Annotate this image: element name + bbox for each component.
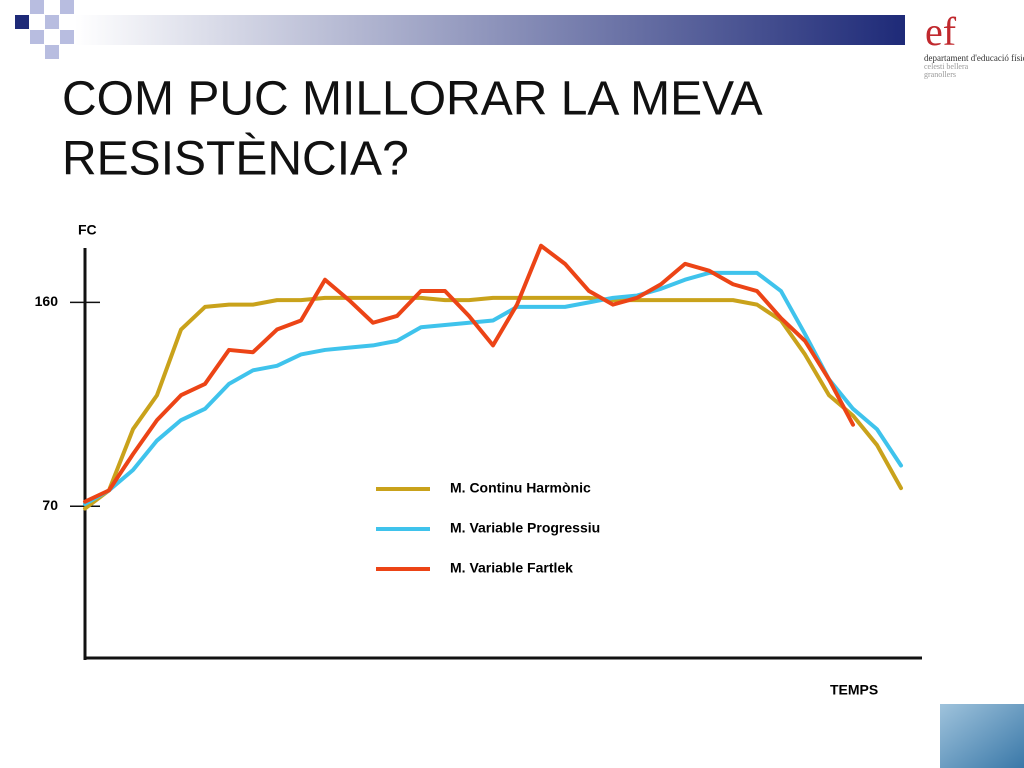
- logo-department: departament d'educació física: [924, 53, 1024, 63]
- logo-school: celesti bellera: [924, 62, 969, 71]
- logo: ef: [925, 9, 957, 54]
- series-line: [83, 243, 855, 504]
- logo-town: granollers: [924, 70, 956, 79]
- series-line: [83, 295, 903, 511]
- legend-label: M. Variable Progressiu: [450, 520, 600, 536]
- title-line: RESISTÈNCIA?: [62, 133, 409, 186]
- y-tick-label: 70: [42, 497, 58, 513]
- legend-label: M. Variable Fartlek: [450, 560, 573, 576]
- corner-decoration: [15, 0, 905, 59]
- corner-image: [940, 704, 1024, 768]
- y-tick-label: 160: [35, 293, 59, 309]
- legend-label: M. Continu Harmònic: [450, 480, 591, 496]
- y-axis-label: FC: [78, 222, 97, 238]
- series-line: [83, 270, 903, 506]
- x-axis-label: TEMPS: [830, 682, 878, 698]
- title-line: COM PUC MILLORAR LA MEVA: [62, 73, 763, 126]
